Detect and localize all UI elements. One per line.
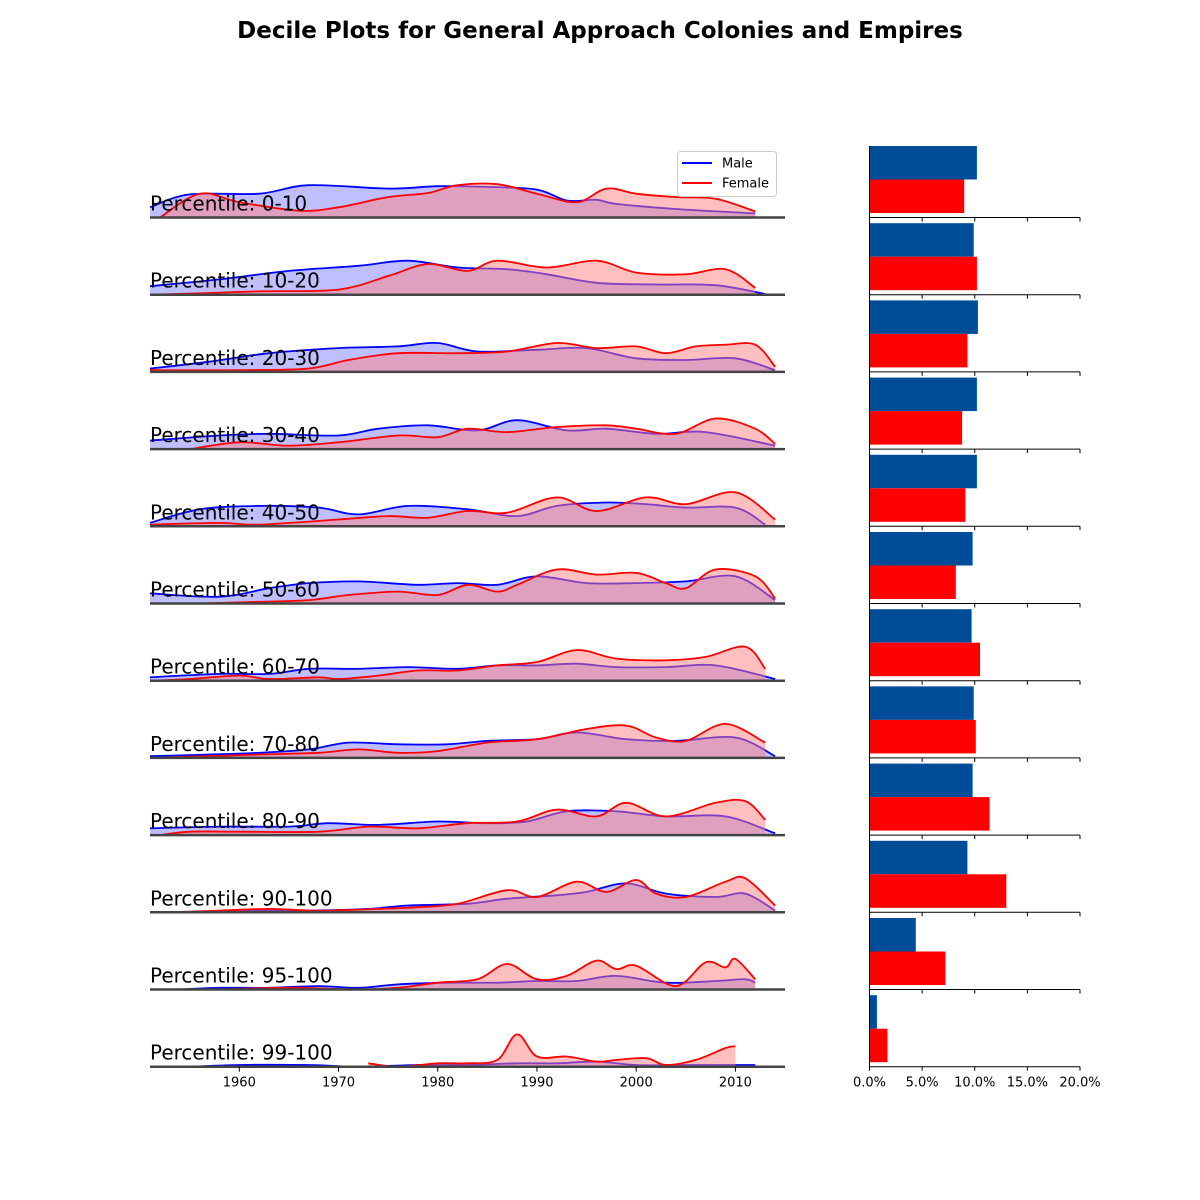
female-density-fill — [150, 646, 766, 681]
figure-title: Decile Plots for General Approach Coloni… — [237, 18, 963, 44]
ridge-row: Percentile: 30-40 — [149, 417, 785, 451]
x-tick-label: 2010 — [719, 1076, 752, 1091]
legend-label: Male — [722, 157, 753, 172]
row-label: Percentile: 20-30 — [150, 346, 320, 370]
female-bar — [869, 411, 963, 445]
bar-panel: 0.0% 5.0% 10.0% 15.0% 20.0% — [853, 146, 1101, 1091]
female-density-line — [169, 875, 776, 914]
row-label: Percentile: 0-10 — [150, 192, 307, 216]
female-density-line — [199, 568, 776, 605]
row-label: Percentile: 10-20 — [150, 269, 320, 293]
female-density-fill — [150, 260, 756, 295]
row-label: Percentile: 60-70 — [150, 655, 320, 679]
male-density-line — [149, 574, 776, 601]
male-bar — [869, 532, 973, 566]
ridge-row: Percentile: 70-80 — [149, 722, 785, 760]
male-bar — [869, 300, 978, 334]
female-density-line — [159, 798, 766, 836]
legend: Male Female — [677, 151, 777, 197]
female-bar — [869, 256, 977, 291]
ridge-row: Percentile: 90-100 — [150, 875, 785, 914]
row-label: Percentile: 70-80 — [150, 732, 320, 756]
female-density-line — [149, 491, 776, 526]
x-tick-label: 1960 — [223, 1076, 256, 1091]
bar-x-tick-label: 10.0% — [954, 1076, 995, 1091]
row-label: Percentile: 50-60 — [150, 578, 320, 602]
ridge-row: Percentile: 60-70 — [149, 645, 785, 682]
female-bar — [869, 179, 965, 213]
male-bar — [869, 995, 877, 1029]
ridge-row: Percentile: 99-100 — [150, 1033, 785, 1068]
ridge-row: Percentile: 20-30 — [149, 341, 785, 374]
female-density-line — [149, 722, 766, 759]
x-tick-label: 1980 — [421, 1076, 454, 1091]
ridge-row: Percentile: 80-90 — [149, 798, 785, 837]
female-density-line — [189, 417, 776, 450]
row-label: Percentile: 30-40 — [150, 423, 320, 447]
female-density-fill — [150, 723, 766, 758]
female-density-fill — [189, 418, 776, 450]
male-bar — [869, 686, 974, 720]
male-bar — [869, 146, 977, 180]
row-label: Percentile: 40-50 — [150, 500, 320, 524]
male-bar — [869, 840, 968, 875]
bar-x-tick-label: 5.0% — [906, 1076, 939, 1091]
female-density-fill — [150, 342, 776, 372]
female-density-line — [159, 182, 756, 219]
male-bar — [869, 377, 977, 412]
bar-x-tick-label: 15.0% — [1007, 1076, 1048, 1091]
female-bar — [869, 1028, 888, 1063]
female-density-line — [149, 342, 776, 372]
female-bar — [869, 333, 968, 368]
female-bar — [869, 797, 990, 831]
female-bar — [869, 565, 956, 599]
female-density-line — [149, 645, 766, 682]
female-bar — [869, 951, 946, 985]
female-density-line — [368, 1033, 736, 1068]
row-label: Percentile: 95-100 — [150, 964, 333, 988]
female-density-fill — [219, 958, 756, 990]
ridge-row: Percentile: 95-100 — [150, 957, 785, 991]
x-tick-label: 1990 — [520, 1076, 553, 1091]
female-density-fill — [368, 1034, 736, 1067]
female-density-fill — [150, 491, 776, 527]
male-bar — [869, 609, 972, 643]
female-density-fill — [199, 568, 776, 604]
x-tick-label: 1970 — [322, 1076, 355, 1091]
female-bar — [869, 874, 1007, 908]
row-label: Percentile: 99-100 — [150, 1041, 333, 1065]
female-density-line — [149, 259, 756, 296]
bar-x-tick-label: 0.0% — [853, 1076, 886, 1091]
row-label: Percentile: 80-90 — [150, 809, 320, 833]
ridge-row: Percentile: 10-20 — [149, 259, 785, 296]
ridge-row: Percentile: 40-50 — [149, 491, 785, 528]
female-density-fill — [159, 183, 756, 218]
ridge-row: Percentile: 0-10 — [149, 182, 785, 219]
male-bar — [869, 454, 977, 489]
ridge-row: Percentile: 50-60 — [149, 568, 785, 605]
female-bar — [869, 719, 976, 754]
female-bar — [869, 488, 966, 522]
female-bar — [869, 642, 980, 677]
x-tick-label: 2000 — [620, 1076, 653, 1091]
bar-x-tick-label: 20.0% — [1059, 1076, 1100, 1091]
male-bar — [869, 918, 916, 952]
row-label: Percentile: 90-100 — [150, 886, 333, 910]
male-bar — [869, 223, 974, 257]
male-bar — [869, 763, 973, 798]
legend-label: Female — [722, 177, 769, 192]
